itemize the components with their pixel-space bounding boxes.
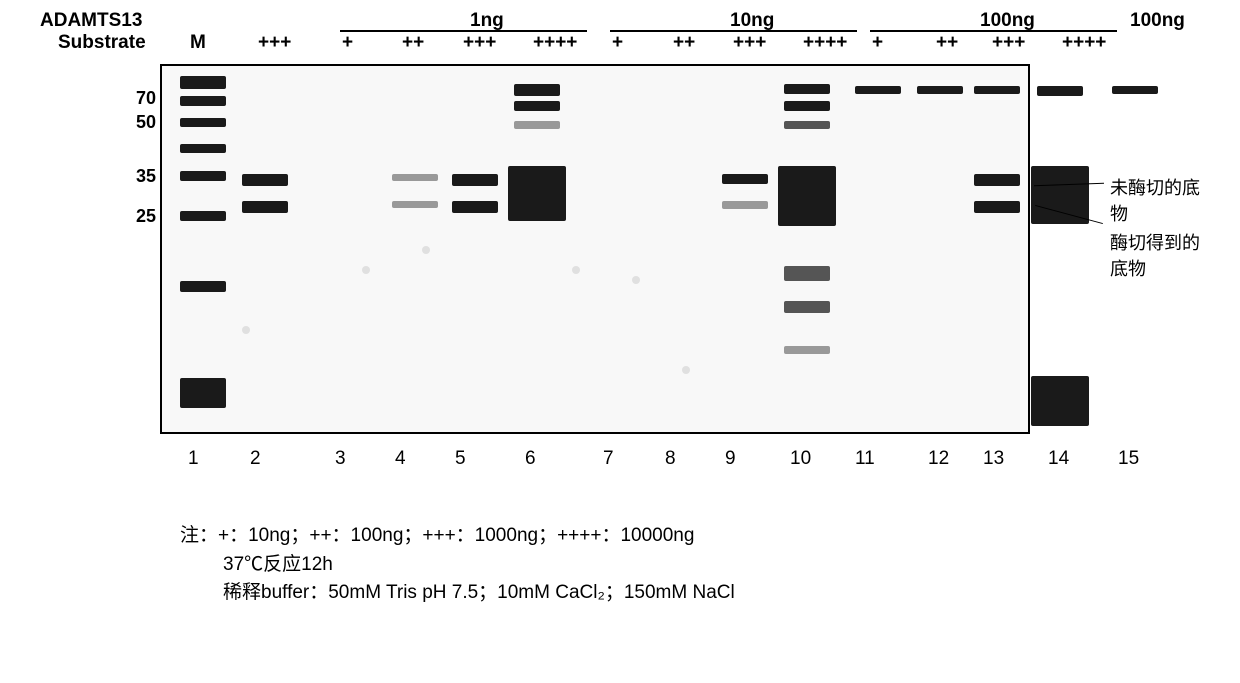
lane-number: 3 [335,448,346,470]
gel-band [452,201,498,213]
gel-image [160,64,1030,434]
plus-label: +++ [733,32,766,54]
gel-band [392,201,438,208]
gel-band [180,171,226,181]
gel-band [784,101,830,111]
note-line-2: 37℃反应12h [223,551,1200,580]
lane-number: 11 [855,448,875,470]
lane-number: 10 [790,448,811,470]
gel-noise [572,266,580,274]
gel-band [784,121,830,129]
gel-band [855,86,901,94]
gel-band [784,84,830,94]
gel-band [722,174,768,184]
plus-label: +++ [992,32,1025,54]
mw-marker-label: 25 [116,206,156,227]
marker-label: M [190,32,206,54]
ng-group-label: 100ng [980,10,1035,32]
annotation-uncut: 未酶切的底物 [1110,174,1200,226]
note-line-1: 注：+：10ng；++：100ng；+++：1000ng；++++：10000n… [180,522,1200,551]
lane-number: 7 [603,448,614,470]
gel-band [242,174,288,186]
plus-label: + [872,32,883,54]
lane-number: 4 [395,448,406,470]
gel-band [974,86,1020,94]
gel-band [508,166,566,221]
gel-band [242,201,288,213]
plus-label: ++++ [803,32,847,54]
adamts-label: ADAMTS13 [40,10,142,32]
gel-band [1031,166,1089,224]
gel-band [392,174,438,181]
gel-band [514,101,560,111]
plus-label: ++++ [533,32,577,54]
gel-band [452,174,498,186]
lane-number: 14 [1048,448,1069,470]
mw-marker-label: 50 [116,112,156,133]
gel-band [784,301,830,313]
ng-group-label: 10ng [730,10,774,32]
plus-label: +++ [258,32,291,54]
gel-noise [362,266,370,274]
plus-label: +++ [463,32,496,54]
gel-band [917,86,963,94]
gel-band [180,378,226,408]
plus-label: ++ [936,32,958,54]
gel-band [180,211,226,221]
gel-band [514,121,560,129]
ng-group-label: 1ng [470,10,504,32]
extra-ng-label: 100ng [1130,10,1185,32]
lane-number: 13 [983,448,1004,470]
gel-band [514,84,560,96]
lane-number: 15 [1118,448,1139,470]
plus-label: ++ [402,32,424,54]
lane-numbers: 123456789101112131415 [160,448,1200,472]
annotation-cut: 酶切得到的底物 [1110,229,1200,281]
gel-band [784,266,830,281]
gel-band [1112,86,1158,94]
plus-label: + [612,32,623,54]
gel-band [974,201,1020,213]
gel-band [784,346,830,354]
lane-number: 1 [188,448,199,470]
plus-label: + [342,32,353,54]
gel-band [180,118,226,127]
lane-number: 2 [250,448,261,470]
gel-band [778,166,836,226]
gel-band [722,201,768,209]
lane-number: 6 [525,448,536,470]
plus-label: ++ [673,32,695,54]
gel-band [1031,376,1089,426]
gel-band [1037,86,1083,96]
lane-number: 8 [665,448,676,470]
gel-noise [632,276,640,284]
gel-band [180,96,226,106]
gel-noise [242,326,250,334]
gel-noise [422,246,430,254]
plus-label: ++++ [1062,32,1106,54]
mw-marker-label: 70 [116,88,156,109]
mw-marker-label: 35 [116,166,156,187]
gel-noise [682,366,690,374]
gel-band [974,174,1020,186]
gel-band [180,281,226,292]
gel-band [180,76,226,89]
substrate-label: Substrate [58,32,146,54]
lane-number: 12 [928,448,949,470]
lane-number: 5 [455,448,466,470]
lane-number: 9 [725,448,736,470]
gel-band [180,144,226,153]
footer-notes: 注：+：10ng；++：100ng；+++：1000ng；++++：10000n… [180,522,1200,608]
note-line-3: 稀释buffer：50mM Tris pH 7.5；10mM CaCl₂；150… [223,579,1200,608]
